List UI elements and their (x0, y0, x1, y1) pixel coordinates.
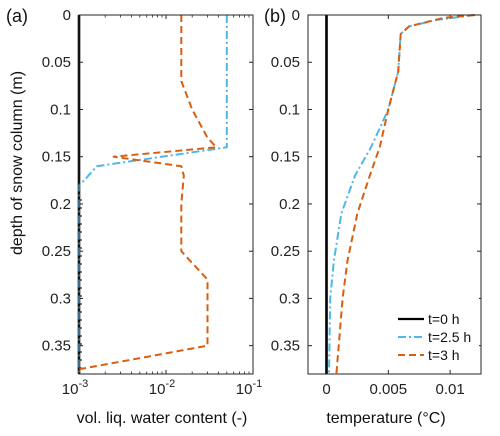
panel-b-series-t-3-h (335, 14, 475, 375)
panel-b-xtick-label: 0.01 (436, 381, 465, 398)
legend-label-t0: t=0 h (428, 311, 460, 327)
panel-a-axes-box (78, 14, 254, 375)
panel-b-label: (b) (264, 6, 286, 26)
legend: t=0 h t=2.5 h t=3 h (392, 281, 479, 367)
panel-b-ytick-label: 0.2 (279, 196, 300, 213)
legend-box (392, 281, 479, 367)
panel-b-xlabel: temperature (°C) (326, 410, 445, 427)
panel-b-ticks: 0 0.05 0.1 0.15 0.2 0.25 0.3 0.35 0 0.005 0.01 (271, 7, 481, 398)
panel-b-series-lines (325, 14, 475, 375)
panel-b-ytick-label: 0.05 (271, 54, 300, 71)
panel-a-label: (a) (6, 6, 28, 26)
panel-b: (b) temperature (°C) 0 0.05 0.1 0.15 0.2 0.25… (264, 6, 482, 427)
panel-a-series-t-3-h (78, 15, 218, 371)
panel-a-ytick-label: 0.1 (50, 101, 71, 118)
panel-a-ylabel: depth of snow column (m) (9, 71, 26, 255)
panel-b-ytick-label: 0.35 (271, 338, 300, 355)
panel-b-xtick-label: 0.005 (370, 381, 408, 398)
panel-a-ytick-label: 0.05 (42, 54, 71, 71)
panel-b-axes-box (307, 14, 482, 375)
legend-label-t3: t=3 h (428, 347, 460, 363)
panel-b-xtick-label: 0 (322, 381, 330, 398)
panel-b-ytick-label: 0.1 (279, 101, 300, 118)
panel-a-ytick-label: 0.2 (50, 196, 71, 213)
panel-b-series-t-2-5-h (328, 14, 475, 375)
panel-a-ytick-label: 0 (63, 7, 71, 24)
panel-b-ytick-label: 0.3 (279, 290, 300, 307)
panel-a-ticks: 0 0.05 0.1 0.15 0.2 0.25 0.3 0.35 10-3 10-2 10-1 (42, 7, 262, 398)
panel-a: (a) depth of snow column (m) vol. liq. w… (6, 6, 262, 427)
panel-b-ytick-label: 0 (292, 7, 300, 24)
panel-a-ytick-label: 0.15 (42, 149, 71, 166)
panel-b-ytick-label: 0.25 (271, 243, 300, 260)
legend-label-t2-5: t=2.5 h (428, 329, 471, 345)
panel-a-ytick-label: 0.3 (50, 290, 71, 307)
panel-a-xtick-label: 10-2 (149, 378, 175, 398)
panel-b-ytick-label: 0.15 (271, 149, 300, 166)
panel-a-ytick-label: 0.25 (42, 243, 71, 260)
panel-a-xtick-label: 10-3 (62, 378, 88, 398)
panel-a-ytick-label: 0.35 (42, 338, 71, 355)
panel-a-xtick-label: 10-1 (236, 378, 262, 398)
panel-a-xlabel: vol. liq. water content (-) (77, 410, 248, 427)
